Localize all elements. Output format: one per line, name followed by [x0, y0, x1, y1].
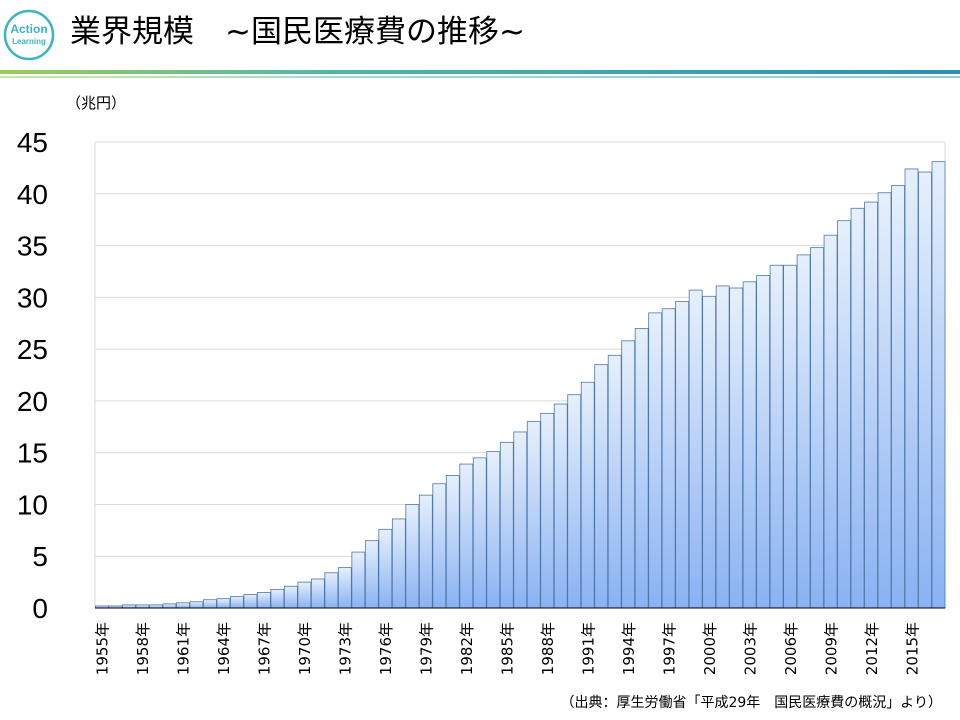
bar	[324, 572, 339, 609]
bar	[526, 421, 541, 609]
bar	[270, 588, 285, 609]
bar	[729, 287, 744, 609]
bar	[837, 220, 851, 609]
x-tick-label: 1970年	[296, 622, 314, 675]
x-tick-label: 2000年	[701, 622, 719, 675]
bar	[850, 207, 865, 609]
bar	[918, 171, 932, 609]
y-axis-unit-label: （兆円）	[66, 94, 126, 112]
title-underline-thin	[0, 76, 960, 78]
bar	[445, 475, 460, 609]
bar	[634, 327, 649, 609]
bar	[297, 581, 312, 609]
bar	[904, 168, 919, 609]
bar	[364, 540, 379, 609]
bar	[310, 578, 325, 609]
bar	[405, 504, 420, 609]
bar	[621, 340, 636, 609]
x-tick-label: 1979年	[418, 622, 436, 675]
y-tick-label: 45	[17, 127, 48, 158]
bar	[189, 601, 204, 609]
x-tick-label: 1964年	[215, 622, 233, 675]
logo-text-learning: Learning	[12, 37, 46, 46]
x-tick-label: 1967年	[256, 622, 274, 675]
bar	[742, 281, 757, 609]
logo-text-action: Action	[10, 22, 47, 36]
y-tick-label: 20	[17, 386, 48, 417]
bar	[391, 518, 406, 609]
y-tick-label: 40	[17, 179, 48, 210]
x-tick-label: 2009年	[822, 622, 840, 675]
bar	[257, 592, 271, 609]
bar	[337, 567, 352, 609]
bar	[688, 289, 703, 609]
x-tick-label: 1976年	[377, 622, 395, 675]
y-tick-label: 30	[17, 282, 48, 313]
title-underline	[0, 70, 960, 74]
action-learning-logo: Action Learning	[3, 9, 55, 61]
bar	[702, 295, 717, 609]
x-tick-label: 1994年	[620, 622, 638, 675]
bar	[891, 185, 905, 609]
bar	[783, 264, 797, 609]
bar	[661, 308, 676, 609]
y-tick-label: 5	[32, 541, 48, 572]
x-tick-label: 1988年	[539, 622, 557, 675]
x-tick-label: 1958年	[134, 622, 152, 675]
bar	[216, 598, 231, 609]
bar	[472, 457, 487, 609]
bar	[648, 312, 663, 609]
bar	[580, 381, 595, 609]
bar	[675, 301, 690, 609]
bar	[230, 596, 244, 609]
bar	[877, 192, 892, 609]
bar	[864, 201, 878, 609]
x-tick-label: 1955年	[94, 622, 112, 675]
bar	[486, 451, 501, 609]
x-tick-label: 1982年	[458, 622, 476, 675]
x-tick-label: 1973年	[337, 622, 355, 675]
bar	[769, 264, 784, 609]
x-tick-label: 1997年	[660, 622, 678, 675]
bar	[283, 585, 298, 609]
bar	[567, 394, 582, 609]
bar	[756, 275, 771, 609]
x-tick-label: 2003年	[741, 622, 759, 675]
bar	[459, 463, 474, 609]
bar	[162, 603, 177, 609]
y-tick-label: 35	[17, 231, 48, 262]
bar	[607, 354, 622, 609]
source-note: （出典：厚生労働省「平成29年 国民医療費の概況」より）	[560, 695, 942, 711]
bar	[351, 551, 366, 609]
y-tick-label: 0	[32, 593, 48, 624]
bar	[499, 441, 514, 609]
bar	[823, 234, 838, 609]
y-tick-label: 25	[17, 334, 48, 365]
bar	[243, 594, 258, 609]
y-tick-label: 15	[17, 438, 48, 469]
bar	[203, 599, 217, 609]
page-title: 業界規模 ~国民医療費の推移~	[70, 14, 525, 50]
bar	[176, 602, 190, 609]
bar	[418, 494, 433, 609]
bar	[432, 483, 447, 609]
bar	[810, 247, 824, 609]
x-tick-label: 1961年	[175, 622, 193, 675]
bar	[378, 528, 393, 609]
bar	[796, 254, 811, 609]
x-tick-label: 1991年	[579, 622, 597, 675]
bar	[931, 161, 946, 609]
bar	[513, 431, 528, 609]
bar	[540, 412, 555, 609]
x-tick-label: 2012年	[863, 622, 881, 675]
x-tick-label: 2015年	[903, 622, 921, 675]
x-tick-label: 2006年	[782, 622, 800, 675]
logo-ring	[3, 9, 55, 61]
bar	[715, 285, 730, 609]
bar	[553, 403, 568, 609]
bar	[594, 364, 609, 609]
x-tick-label: 1985年	[499, 622, 517, 675]
y-tick-label: 10	[17, 489, 48, 520]
